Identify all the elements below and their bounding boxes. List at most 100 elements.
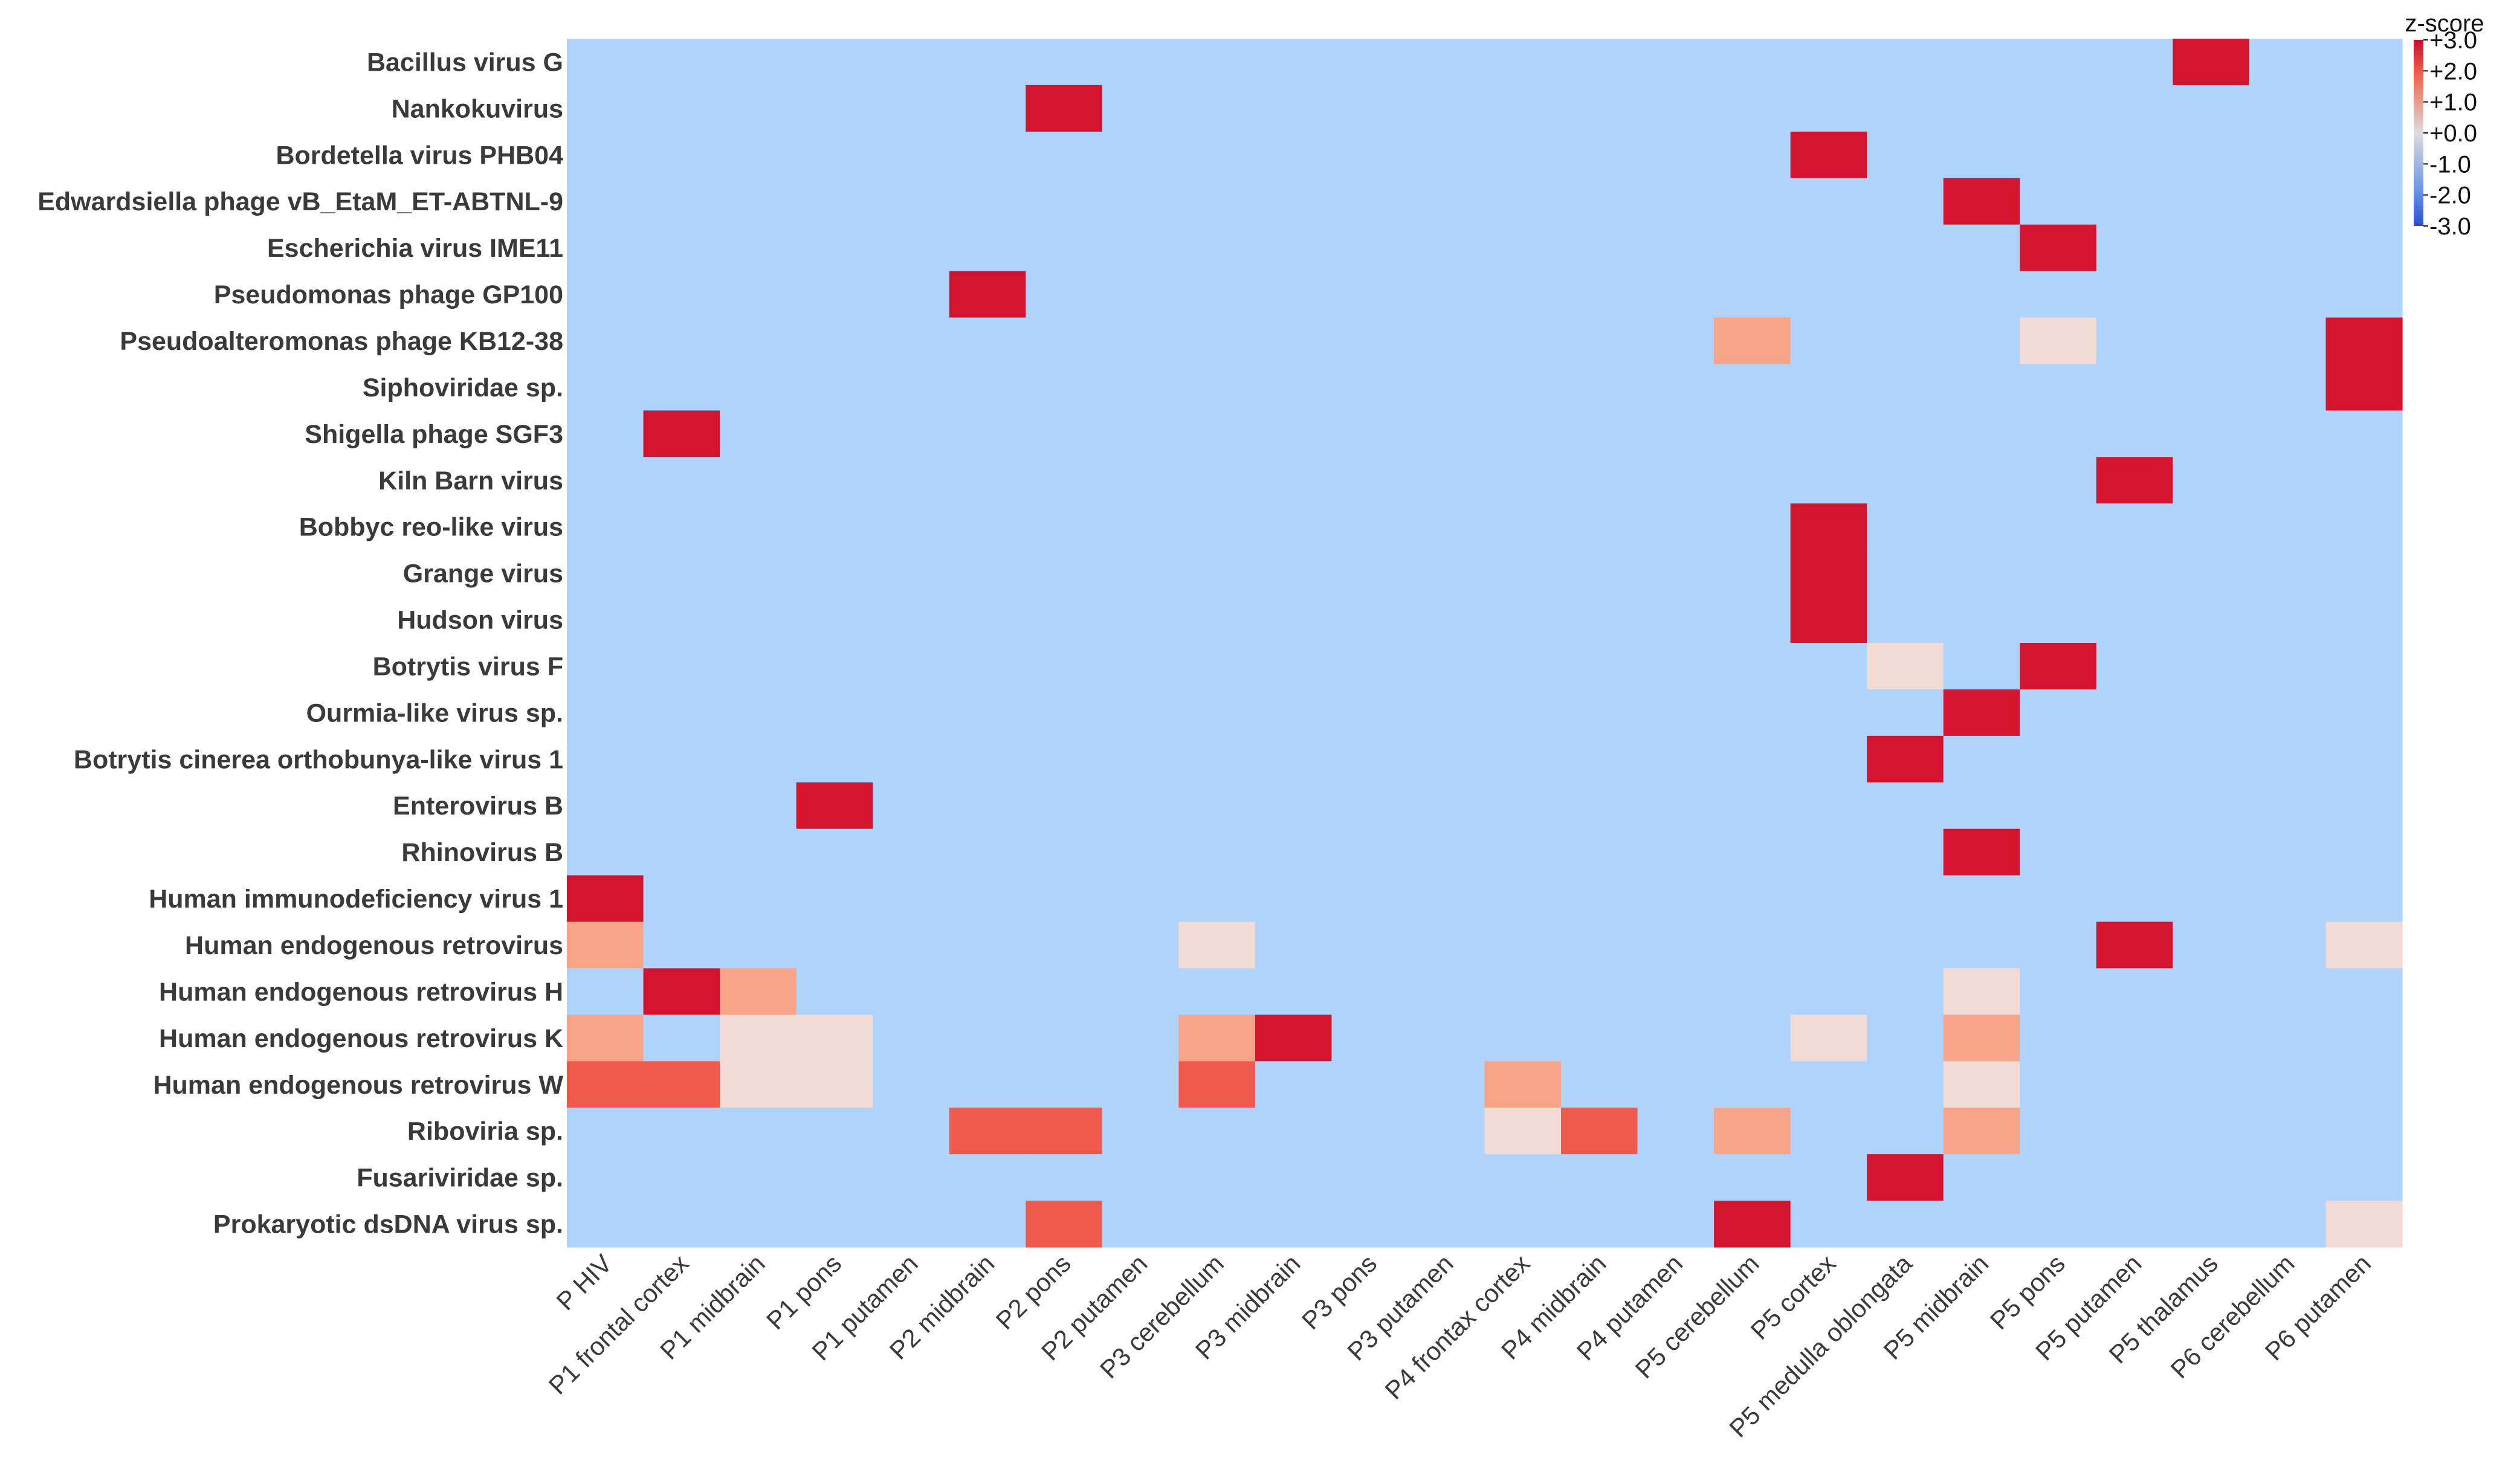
heatmap-cell [873, 39, 950, 86]
heatmap-cell [2325, 410, 2403, 457]
heatmap-cell [1714, 782, 1791, 830]
heatmap-cell [1943, 317, 2020, 365]
heatmap-cell [1867, 503, 1944, 550]
heatmap-cell [949, 689, 1026, 737]
heatmap-cell [1026, 457, 1103, 504]
heatmap-cell [1331, 317, 1409, 365]
heatmap-cell [873, 364, 950, 411]
heatmap-cell [2325, 968, 2403, 1015]
heatmap-cell [1331, 503, 1409, 550]
heatmap-cell [949, 550, 1026, 597]
heatmap-cell [796, 968, 873, 1015]
heatmap-cell [1637, 828, 1714, 876]
row-label: Riboviria sp. [407, 1117, 563, 1146]
heatmap-cell [1561, 271, 1638, 318]
heatmap-cell [1561, 503, 1638, 550]
heatmap-cell [1026, 271, 1103, 318]
heatmap-cell [2173, 968, 2250, 1015]
heatmap-cell [1407, 457, 1485, 504]
heatmap-cell [567, 39, 644, 86]
heatmap-cell [1867, 596, 1944, 644]
heatmap-cell [949, 178, 1026, 225]
heatmap-cell [1714, 224, 1791, 272]
heatmap-cell [1943, 39, 2020, 86]
row-label: Human endogenous retrovirus [185, 931, 563, 960]
heatmap-cell [643, 921, 720, 969]
heatmap-cell [1714, 596, 1791, 644]
heatmap-cell [1943, 782, 2020, 830]
heatmap-cell [1407, 735, 1485, 783]
heatmap-cell [1255, 1154, 1333, 1201]
heatmap-cell [949, 224, 1026, 272]
heatmap-cell [720, 317, 797, 365]
heatmap-cell [1943, 410, 2020, 457]
heatmap-cell [2020, 921, 2097, 969]
heatmap-cell [2325, 224, 2403, 272]
row-label: Bacillus virus G [367, 48, 563, 77]
heatmap-cell [2173, 457, 2250, 504]
heatmap-cell [2096, 317, 2173, 365]
heatmap-cell [720, 457, 797, 504]
heatmap-cell [1255, 689, 1333, 737]
heatmap-cell [2325, 596, 2403, 644]
heatmap-cell [2249, 782, 2327, 830]
row-labels: Bacillus virus G Nankokuvirus Bordetella v… [37, 48, 563, 1239]
heatmap-cell [1790, 921, 1867, 969]
heatmap-cell [1637, 1015, 1714, 1062]
heatmap-cell [1255, 1108, 1333, 1155]
heatmap-cell [1255, 131, 1333, 179]
heatmap-cell [2173, 178, 2250, 225]
heatmap-cell [1484, 1015, 1562, 1062]
heatmap-cell [1102, 735, 1179, 783]
heatmap-cell [2325, 178, 2403, 225]
heatmap-cell [949, 39, 1026, 86]
heatmap-cell [1178, 1015, 1256, 1062]
heatmap-cell [1331, 782, 1409, 830]
heatmap-cell [2325, 550, 2403, 597]
heatmap-cell [643, 457, 720, 504]
heatmap-cell [796, 224, 873, 272]
heatmap-cell [1407, 782, 1485, 830]
heatmap-cell [1637, 1061, 1714, 1108]
heatmap-cell [1178, 1154, 1256, 1201]
heatmap-cell [1026, 921, 1103, 969]
heatmap-cell [643, 317, 720, 365]
heatmap-cell [1484, 39, 1562, 86]
heatmap-cell [2325, 317, 2403, 365]
heatmap-cell [1484, 317, 1562, 365]
heatmap-cell [1407, 271, 1485, 318]
heatmap-cell [2173, 131, 2250, 179]
heatmap-cell [1178, 643, 1256, 690]
heatmap-cell [567, 735, 644, 783]
heatmap-cell [2096, 131, 2173, 179]
heatmap-cell [1943, 968, 2020, 1015]
heatmap-cell [1484, 131, 1562, 179]
heatmap-cell [1178, 178, 1256, 225]
heatmap-cell [1026, 131, 1103, 179]
heatmap-cell [1026, 782, 1103, 830]
heatmap-cell [1407, 875, 1485, 923]
heatmap-cell [1102, 85, 1179, 132]
heatmap-cell [1255, 364, 1333, 411]
heatmap-cell [2020, 782, 2097, 830]
heatmap-cell [1484, 689, 1562, 737]
heatmap-cell [1331, 1015, 1409, 1062]
heatmap-cell [1102, 643, 1179, 690]
colorbar-tick-label: -1.0 [2429, 151, 2471, 178]
heatmap-cell [1561, 828, 1638, 876]
heatmap-cell [1867, 457, 1944, 504]
heatmap-cell [796, 1108, 873, 1155]
row-label: Fusariviridae sp. [357, 1164, 563, 1193]
heatmap-cell [1178, 457, 1256, 504]
heatmap-cell [2096, 968, 2173, 1015]
heatmap-cell [1255, 643, 1333, 690]
heatmap-cell [1255, 457, 1333, 504]
heatmap-cell [2249, 364, 2327, 411]
heatmap-cell [1026, 178, 1103, 225]
heatmap-cell [2325, 735, 2403, 783]
heatmap-cell [1331, 689, 1409, 737]
heatmap-cell [720, 550, 797, 597]
heatmap-cell [1637, 1154, 1714, 1201]
heatmap-cell [1561, 1108, 1638, 1155]
heatmap-cell [1026, 317, 1103, 365]
